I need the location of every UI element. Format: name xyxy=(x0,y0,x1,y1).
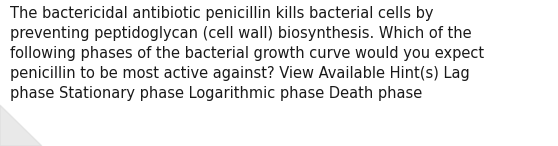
Text: The bactericidal antibiotic penicillin kills bacterial cells by
preventing pepti: The bactericidal antibiotic penicillin k… xyxy=(10,6,484,101)
Polygon shape xyxy=(0,105,42,146)
